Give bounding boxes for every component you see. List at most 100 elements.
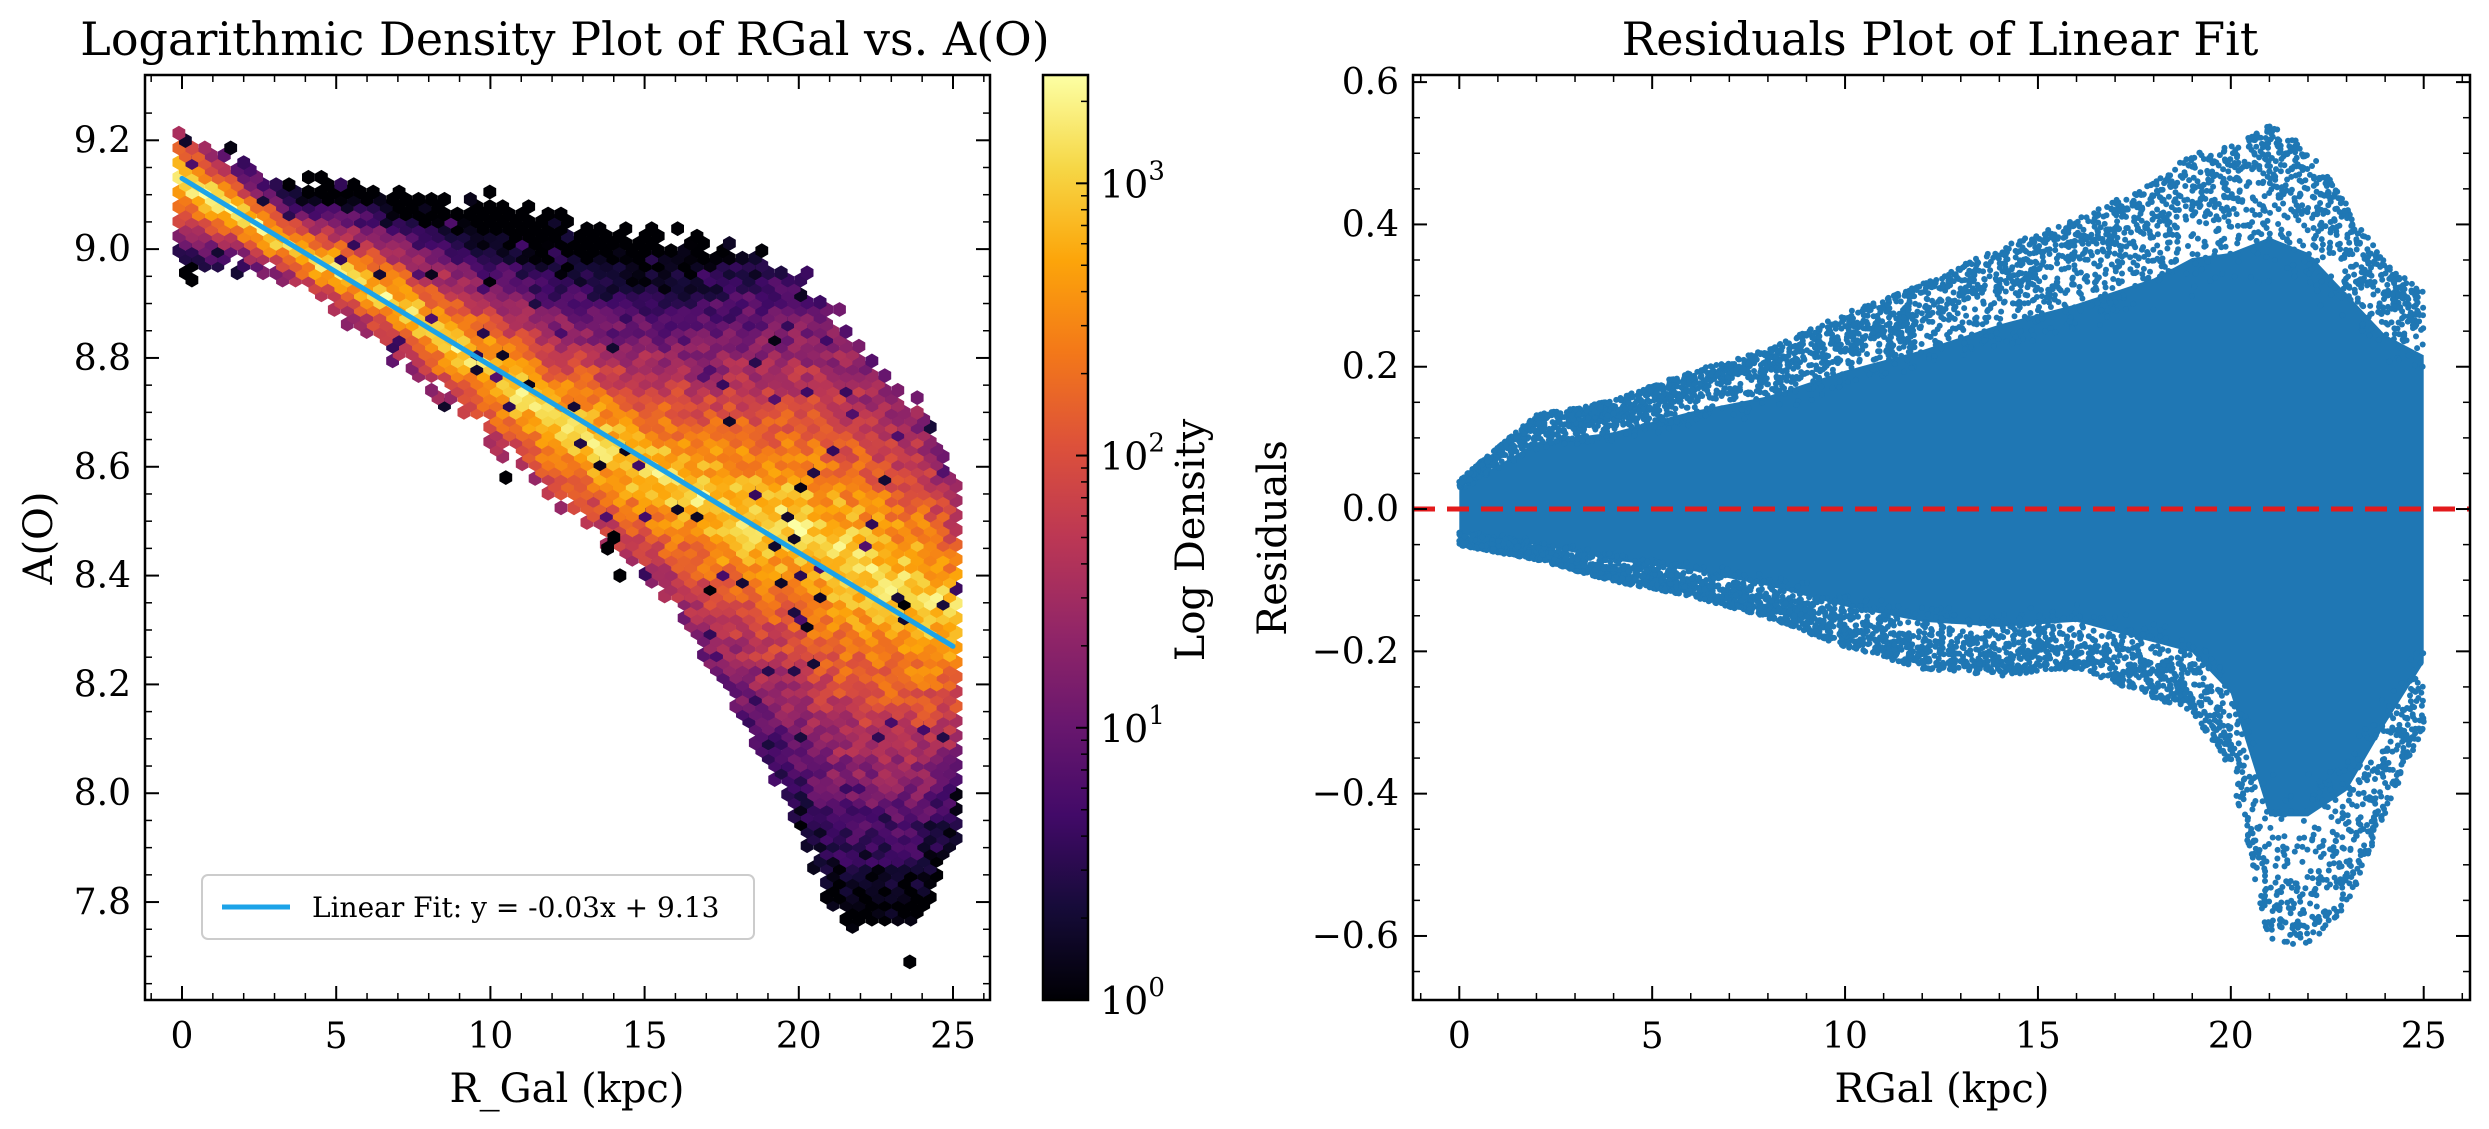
residual-point <box>2157 627 2164 634</box>
residual-point <box>1836 378 1843 385</box>
residual-point <box>1960 352 1967 358</box>
residual-point <box>2374 287 2381 294</box>
residual-point <box>2387 738 2394 745</box>
residual-point <box>2370 242 2377 249</box>
density-plot-frame <box>143 73 992 1002</box>
residuals-panel: Residuals Plot of Linear Fit 0 5 10 15 20 25−… <box>1250 12 2472 1112</box>
residual-point <box>2090 627 2097 634</box>
residual-point <box>2223 689 2230 696</box>
residual-point <box>2271 257 2278 263</box>
hexbin-cell <box>774 265 788 281</box>
residual-point <box>2351 750 2358 757</box>
residual-point <box>2360 789 2367 796</box>
residual-point <box>2192 270 2199 277</box>
residual-point <box>2052 247 2059 254</box>
hexbin-cell <box>593 221 607 237</box>
residual-point <box>2327 786 2334 793</box>
residual-point <box>2186 652 2193 658</box>
residual-point <box>2162 623 2169 630</box>
residual-point <box>2157 633 2163 640</box>
residual-point <box>1753 396 1760 402</box>
residual-point <box>2056 623 2063 630</box>
residual-point <box>2071 262 2078 269</box>
x-tick-label: 25 <box>930 1016 976 1057</box>
hexbin-cell <box>580 221 594 237</box>
residual-point <box>2262 135 2269 141</box>
residual-point <box>1996 321 2003 328</box>
residual-point <box>1780 588 1787 595</box>
density-axes-ticks: 0 5 10 15 20 257.88.08.28.48.68.89.09.2 <box>74 75 990 1057</box>
linear-fit-line <box>179 175 956 649</box>
hexbin-cell <box>852 338 866 354</box>
residual-point <box>2311 824 2318 831</box>
residual-point <box>2320 837 2327 844</box>
residual-point <box>2028 327 2035 334</box>
residual-point <box>2315 868 2322 874</box>
residual-point <box>2267 884 2274 891</box>
residual-point <box>2384 281 2391 288</box>
residual-point <box>2156 218 2163 225</box>
residual-point <box>2407 698 2414 705</box>
residual-point <box>2097 257 2104 264</box>
residual-point <box>2285 137 2291 144</box>
residual-point <box>1994 618 2001 625</box>
residual-point <box>2272 811 2279 818</box>
residual-point <box>2291 268 2298 275</box>
residual-point <box>2202 660 2209 667</box>
residual-points <box>1456 123 2427 947</box>
residual-point <box>1998 308 2005 315</box>
residual-point <box>2322 223 2329 230</box>
hexbin-cell <box>237 155 251 170</box>
residual-point <box>2165 647 2172 654</box>
residual-point <box>2404 721 2411 728</box>
residual-point <box>1553 438 1560 445</box>
residual-point <box>1974 640 1981 647</box>
residual-point <box>2409 711 2416 718</box>
hexbin-cell <box>198 140 212 156</box>
y-tick-label: 9.2 <box>74 120 131 161</box>
y-tick-label: 8.2 <box>74 664 131 705</box>
residual-point <box>2245 729 2252 736</box>
residual-point <box>2304 807 2311 814</box>
residual-point <box>1898 352 1905 359</box>
residual-point <box>2190 174 2197 181</box>
hexbin-cell <box>425 382 438 398</box>
residual-point <box>2291 273 2298 280</box>
residual-point <box>2305 251 2312 257</box>
residual-point <box>2071 319 2078 326</box>
residual-point <box>2327 226 2334 233</box>
residual-point <box>2368 264 2374 271</box>
residual-point <box>2216 664 2223 671</box>
residual-point <box>2178 670 2185 677</box>
hexbin-cell <box>412 191 425 207</box>
residual-point <box>1928 606 1935 613</box>
residual-point <box>2239 769 2246 775</box>
residual-point <box>2289 925 2296 932</box>
residual-point <box>1848 364 1855 371</box>
legend: Linear Fit: y = -0.03x + 9.13 <box>201 874 755 940</box>
hexbin-cell <box>541 206 555 222</box>
residual-core-band <box>1459 237 2424 817</box>
residual-point <box>2196 218 2203 225</box>
residual-point <box>2128 229 2134 236</box>
residual-point <box>2294 843 2301 850</box>
residual-point <box>1574 441 1581 447</box>
residual-point <box>1938 345 1945 352</box>
residual-point <box>2383 331 2390 338</box>
residual-point <box>2101 220 2108 227</box>
residual-point <box>1823 371 1830 378</box>
residual-point <box>2122 236 2129 243</box>
hexbin-cell <box>833 302 846 317</box>
x-tick-label: 0 <box>171 1016 194 1057</box>
hexbin-cell <box>499 470 513 485</box>
residual-point <box>2020 637 2027 644</box>
hexbin-cell <box>224 140 238 156</box>
residual-point <box>2416 318 2423 325</box>
residual-point <box>2364 777 2371 784</box>
hexbin-cell <box>903 954 917 970</box>
colorbar-tick-label: 102 <box>1100 429 1165 479</box>
residual-point <box>2308 890 2315 897</box>
residual-point <box>2140 265 2147 272</box>
residual-point <box>2401 275 2408 282</box>
